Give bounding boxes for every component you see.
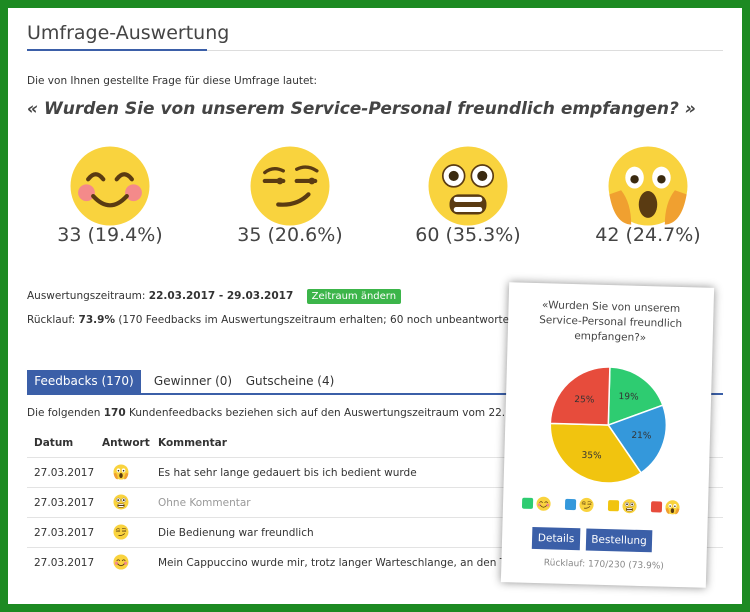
pie-slice: [607, 404, 667, 474]
legend-swatch: [650, 501, 663, 513]
comment-cell: Mein Cappuccino wurde mir, trotz langer …: [158, 557, 527, 569]
comment-cell: Ohne Kommentar: [158, 497, 251, 509]
slice-label: 19%: [618, 392, 639, 403]
legend-swatch: [521, 497, 534, 509]
slice-label: 35%: [581, 451, 602, 462]
emoji: [68, 144, 152, 228]
title-rule: [207, 50, 723, 51]
pie-slice: [607, 366, 664, 427]
emoji: [113, 524, 129, 540]
date-cell: 27.03.2017: [34, 497, 95, 509]
details-button[interactable]: Details: [531, 526, 581, 551]
frame: Umfrage-Auswertung Die von Ihnen gestell…: [8, 8, 742, 604]
table-intro: Kundenfeedbacks beziehen sich auf den Au…: [129, 407, 559, 419]
legend-swatch: [564, 498, 577, 511]
date-cell: 27.03.2017: [34, 527, 95, 539]
result: 33 (19.4%): [57, 224, 163, 246]
slice-label: 21%: [631, 431, 652, 442]
slice-label: 25%: [574, 395, 595, 406]
table-row: 27.03.2017 Mein Cappuccino wurde mir, tro…: [27, 547, 723, 578]
legend-emoji: [622, 498, 637, 514]
change-period-button[interactable]: Zeitraum ändern: [306, 289, 402, 304]
legend-emoji: [536, 496, 551, 511]
order-button[interactable]: Bestellung: [585, 528, 653, 553]
card-question: «Wurden Sie von unserem Service-Personal…: [538, 299, 683, 345]
question: « Wurden Sie von unserem Service-Persona…: [27, 99, 696, 119]
table-header: Kommentar: [158, 437, 227, 449]
emoji: [113, 494, 129, 510]
emoji: [113, 464, 129, 480]
emoji: [426, 144, 510, 228]
legend-emoji: [579, 497, 594, 512]
response-value: 73.9%: [78, 314, 115, 326]
emoji: [248, 144, 332, 228]
title-underline: [27, 49, 207, 51]
period-label: Auswertungszeitraum:: [27, 290, 146, 302]
comment-cell: Es hat sehr lange gedauert bis ich bedie…: [158, 467, 417, 479]
pie-slice: [549, 422, 643, 484]
card-footer: Rücklauf: 170/230 (73.9%): [543, 558, 665, 572]
pie-slice: [549, 366, 611, 426]
legend-emoji: [665, 500, 680, 515]
legend-swatch: [607, 500, 620, 512]
table-header: Antwort: [102, 437, 150, 449]
page-title: Umfrage-Auswertung: [27, 22, 230, 44]
date-cell: 27.03.2017: [34, 557, 95, 569]
table-intro-count: 170: [103, 407, 126, 419]
emoji: [113, 554, 129, 570]
table-row: 27.03.2017 Die Bedienung war freundlich: [27, 517, 723, 548]
result: 35 (20.6%): [237, 224, 343, 246]
result: 60 (35.3%): [415, 224, 521, 246]
intro: Die von Ihnen gestellte Frage für diese …: [27, 75, 318, 87]
table-row: 27.03.2017 Ohne Kommentar: [27, 487, 723, 518]
tab-rule: [27, 393, 723, 395]
period-value: 22.03.2017 - 29.03.2017: [148, 290, 294, 302]
tab[interactable]: Gutscheine (4): [245, 374, 335, 388]
table-header: Datum: [34, 437, 74, 449]
legend: [515, 494, 696, 519]
comment-cell: Die Bedienung war freundlich: [158, 527, 314, 539]
emoji: [606, 144, 690, 228]
response-label: Rücklauf:: [27, 314, 76, 326]
result: 42 (24.7%): [595, 224, 701, 246]
pie-chart: 19% 21% 35% 25%: [549, 366, 667, 484]
table-row: 27.03.2017 Es hat sehr lange gedauert bis…: [27, 457, 723, 488]
response-note: (170 Feedbacks im Auswertungszeitraum er…: [118, 314, 518, 326]
table-intro: Die folgenden: [27, 407, 101, 419]
tab[interactable]: Gewinner (0): [153, 374, 233, 388]
survey-card: «Wurden Sie von unserem Service-Personal…: [500, 282, 715, 588]
tab-active[interactable]: Feedbacks (170): [27, 370, 141, 393]
date-cell: 27.03.2017: [34, 467, 95, 479]
